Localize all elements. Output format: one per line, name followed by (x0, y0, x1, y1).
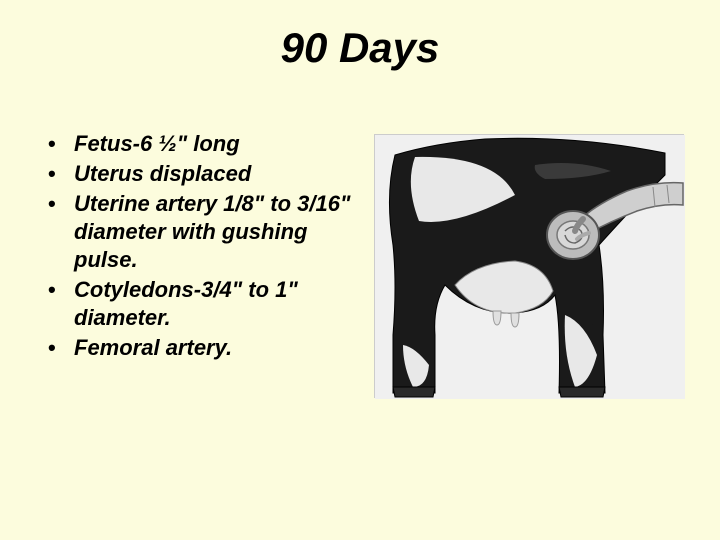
bullet-list: • Fetus-6 ½" long • Uterus displaced • U… (48, 130, 358, 364)
bullet-text: Femoral artery. (74, 334, 232, 362)
slide: 90 Days • Fetus-6 ½" long • Uterus displ… (0, 0, 720, 540)
list-item: • Cotyledons-3/4" to 1" diameter. (48, 276, 358, 332)
bullet-text: Uterus displaced (74, 160, 251, 188)
cow-palpation-svg (375, 135, 685, 399)
bullet-text: Uterine artery 1/8" to 3/16" diameter wi… (74, 190, 358, 274)
bullet-icon: • (48, 276, 74, 304)
anatomical-illustration (374, 134, 684, 398)
list-item: • Fetus-6 ½" long (48, 130, 358, 158)
bullet-icon: • (48, 130, 74, 158)
bullet-icon: • (48, 190, 74, 218)
bullet-icon: • (48, 334, 74, 362)
list-item: • Uterine artery 1/8" to 3/16" diameter … (48, 190, 358, 274)
slide-title: 90 Days (0, 24, 720, 72)
bullet-text: Cotyledons-3/4" to 1" diameter. (74, 276, 358, 332)
list-item: • Femoral artery. (48, 334, 358, 362)
list-item: • Uterus displaced (48, 160, 358, 188)
bullet-text: Fetus-6 ½" long (74, 130, 240, 158)
bullet-icon: • (48, 160, 74, 188)
